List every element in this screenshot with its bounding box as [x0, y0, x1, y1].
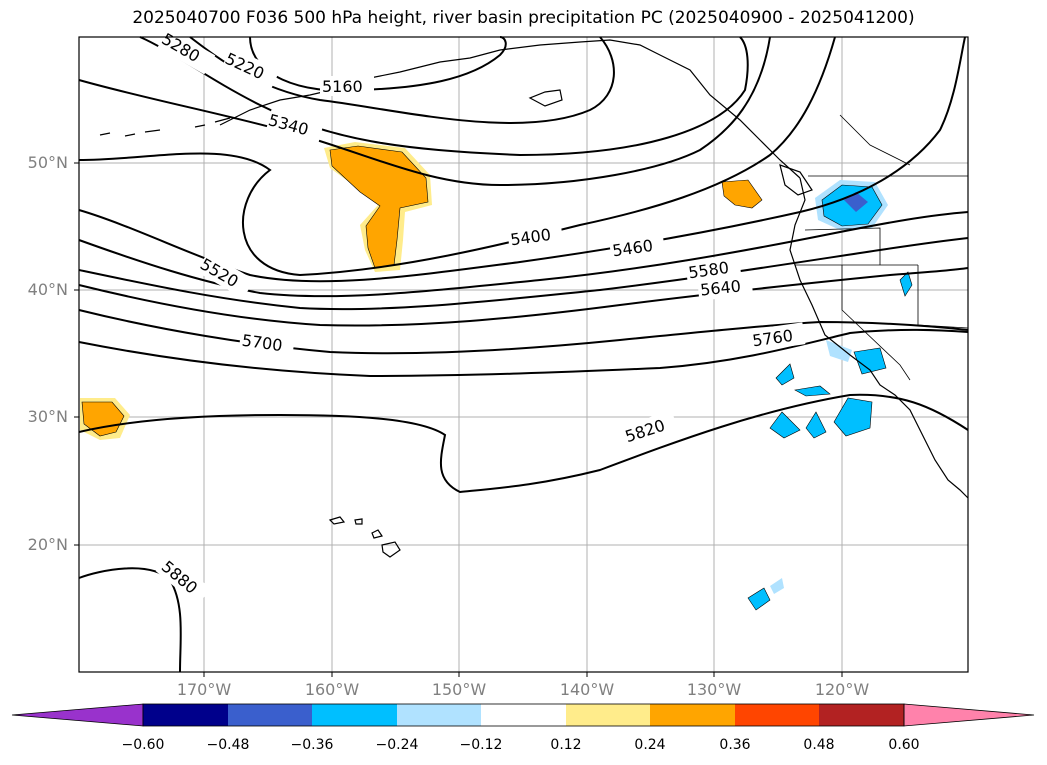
- lat-label-40n: 40°N: [27, 280, 68, 299]
- state-line-nv-az: [917, 265, 969, 329]
- lat-label-30n: 30°N: [27, 407, 68, 426]
- lat-label-50n: 50°N: [27, 153, 68, 172]
- precip-negative-areas: [747, 180, 913, 611]
- precip-area-california-1: [826, 340, 852, 362]
- border-alaska-bc: [839, 114, 911, 166]
- precip-area-nevada: [899, 271, 913, 297]
- state-line-or-wa: [804, 227, 881, 265]
- colorbar-bin-8: [735, 704, 819, 726]
- colorbar-tick: 0.12: [550, 737, 582, 753]
- precip-area-california-2: [853, 347, 887, 375]
- coastline-vancouver-island: [779, 164, 813, 196]
- aleutian-islands: [99, 117, 231, 137]
- colorbar-bin-4: [397, 704, 481, 726]
- colorbar-bin-3: [312, 704, 397, 726]
- contour-label-5160: 5160: [322, 77, 363, 96]
- colorbar-tick: −0.36: [290, 737, 334, 753]
- axis-ticks: [74, 162, 843, 677]
- precip-area-offshore-4: [805, 411, 827, 439]
- lat-label-20n: 20°N: [27, 535, 68, 554]
- precip-area-offshore-3: [769, 411, 801, 439]
- precip-area-west-core: [81, 401, 125, 437]
- lon-label-160w: 160°W: [304, 680, 360, 699]
- precip-area-coast: [721, 179, 763, 209]
- colorbar-tick: 0.48: [803, 737, 835, 753]
- contour-label-5640: 5640: [699, 276, 741, 299]
- colorbar-tick: 0.36: [719, 737, 751, 753]
- colorbar-tick: −0.48: [206, 737, 250, 753]
- lon-label-170w: 170°W: [176, 680, 232, 699]
- colorbar-extend-low: [11, 703, 144, 727]
- alaska-coast-detail: [528, 89, 563, 107]
- contour-5880-line: [78, 567, 182, 673]
- colorbar: [11, 703, 1035, 727]
- map-title: 2025040700 F036 500 hPa height, river ba…: [132, 8, 915, 28]
- colorbar-bin-2: [228, 704, 312, 726]
- contour-5640-line: [78, 267, 969, 327]
- contour-5760-line: [78, 328, 969, 378]
- colorbar-bin-1: [143, 704, 228, 726]
- colorbar-bin-6: [566, 704, 650, 726]
- contour-5280-line: [139, 36, 749, 157]
- contour-5340-line: [78, 36, 771, 187]
- precip-area-south: [747, 587, 771, 611]
- colorbar-extend-high: [903, 703, 1035, 727]
- contour-5520-line: [78, 211, 969, 298]
- colorbar-tick: −0.12: [459, 737, 503, 753]
- lon-label-120w: 120°W: [814, 680, 870, 699]
- colorbar-bin-7: [650, 704, 735, 726]
- graticule: [79, 37, 968, 672]
- colorbar-tick: −0.24: [375, 737, 419, 753]
- lon-label-140w: 140°W: [559, 680, 615, 699]
- precip-area-offshore-5: [833, 397, 873, 437]
- colorbar-tick: 0.60: [888, 737, 920, 753]
- contour-5400-line: [78, 36, 836, 277]
- contour-5580-line: [78, 237, 969, 311]
- coastline-alaska-peninsula: [219, 39, 801, 179]
- map-frame: [78, 36, 969, 673]
- lon-label-130w: 130°W: [686, 680, 742, 699]
- contour-labels: 5160 5220 5280 5340 5400 5460 5520 5580 …: [155, 28, 806, 606]
- colorbar-bin-5: [481, 704, 566, 726]
- lon-label-150w: 150°W: [431, 680, 487, 699]
- colorbar-bin-9: [819, 704, 904, 726]
- colorbar-tick: −0.60: [121, 737, 165, 753]
- colorbar-frame: [142, 703, 905, 727]
- hawaii-islands: [328, 516, 401, 558]
- contour-5160-line: [249, 36, 507, 92]
- coastline-north-america-west: [789, 177, 969, 499]
- state-line-ca-nv: [841, 265, 911, 381]
- contour-5820-line: [78, 393, 969, 494]
- precip-area-offshore-1: [775, 363, 795, 386]
- precip-area-offshore-2: [794, 385, 831, 397]
- precip-area-south-light: [770, 578, 784, 594]
- colorbar-tick: 0.24: [634, 737, 666, 753]
